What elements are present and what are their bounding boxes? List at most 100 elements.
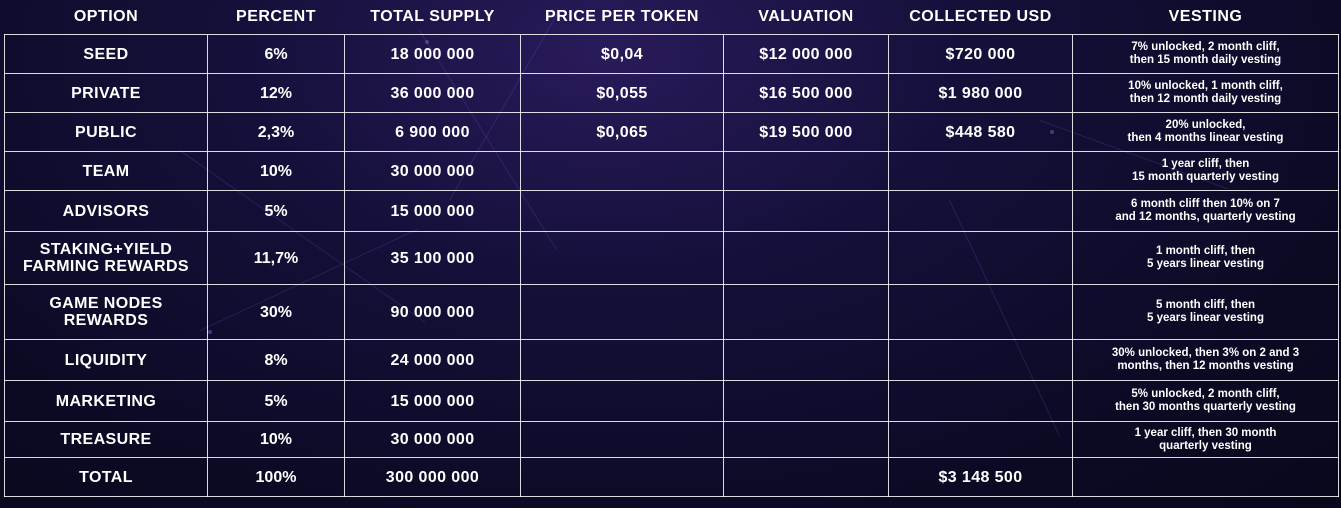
vesting-line: 6 month cliff then 10% on 7	[1131, 198, 1280, 210]
tokenomics-table: OPTION PERCENT TOTAL SUPPLY PRICE PER TO…	[4, 0, 1339, 497]
collected-usd-cell	[888, 231, 1073, 285]
option-cell: STAKING+YIELD FARMING REWARDS	[4, 231, 208, 285]
vesting-cell: 1 month cliff, then 5 years linear vestin…	[1072, 231, 1339, 285]
valuation-cell	[723, 284, 889, 340]
vesting-line: 15 month quarterly vesting	[1132, 171, 1279, 183]
table-row: ADVISORS 5% 15 000 000 6 month cliff the…	[4, 190, 1339, 232]
valuation-cell	[723, 190, 889, 232]
valuation-cell	[723, 421, 889, 458]
total-supply-cell: 35 100 000	[344, 231, 521, 285]
valuation-cell	[723, 380, 889, 422]
vesting-line: then 4 months linear vesting	[1127, 132, 1284, 144]
total-supply-cell: 6 900 000	[344, 112, 521, 152]
percent-cell: 2,3%	[207, 112, 345, 152]
option-line: GAME NODES	[49, 295, 163, 312]
option-cell: TEAM	[4, 151, 208, 191]
total-supply-cell: 15 000 000	[344, 190, 521, 232]
table-header-row: OPTION PERCENT TOTAL SUPPLY PRICE PER TO…	[5, 0, 1339, 35]
vesting-line: 5 years linear vesting	[1147, 258, 1264, 270]
total-supply-cell: 24 000 000	[344, 339, 521, 381]
collected-usd-cell	[888, 151, 1073, 191]
vesting-cell: 5% unlocked, 2 month cliff, then 30 month…	[1072, 380, 1339, 422]
vesting-line: 1 year cliff, then	[1161, 158, 1250, 170]
collected-usd-cell	[888, 380, 1073, 422]
option-cell: TOTAL	[4, 457, 208, 497]
total-supply-cell: 36 000 000	[344, 73, 521, 113]
total-supply-cell: 30 000 000	[344, 421, 521, 458]
collected-usd-cell: $448 580	[888, 112, 1073, 152]
option-cell: LIQUIDITY	[4, 339, 208, 381]
valuation-cell: $19 500 000	[723, 112, 889, 152]
option-cell: ADVISORS	[4, 190, 208, 232]
total-supply-cell: 15 000 000	[344, 380, 521, 422]
option-cell: MARKETING	[4, 380, 208, 422]
vesting-cell: 6 month cliff then 10% on 7 and 12 months…	[1072, 190, 1339, 232]
vesting-cell: 10% unlocked, 1 month cliff, then 12 mont…	[1072, 73, 1339, 113]
percent-cell: 30%	[207, 284, 345, 340]
vesting-line: and 12 months, quarterly vesting	[1115, 211, 1296, 223]
percent-cell: 12%	[207, 73, 345, 113]
vesting-line: then 12 month daily vesting	[1129, 93, 1282, 105]
vesting-cell: 30% unlocked, then 3% on 2 and 3 months, …	[1072, 339, 1339, 381]
percent-cell: 10%	[207, 151, 345, 191]
price-per-token-cell	[520, 339, 724, 381]
vesting-line: then 15 month daily vesting	[1129, 54, 1282, 66]
total-supply-cell: 18 000 000	[344, 34, 521, 74]
price-per-token-cell	[520, 190, 724, 232]
price-per-token-cell	[520, 421, 724, 458]
collected-usd-cell	[888, 284, 1073, 340]
option-cell: SEED	[4, 34, 208, 74]
vesting-line: 1 month cliff, then	[1155, 245, 1256, 257]
vesting-line: then 30 months quarterly vesting	[1115, 401, 1296, 413]
column-header-total-supply: TOTAL SUPPLY	[370, 8, 495, 25]
total-supply-cell: 90 000 000	[344, 284, 521, 340]
option-line: REWARDS	[63, 312, 149, 329]
percent-cell: 11,7%	[207, 231, 345, 285]
price-per-token-cell	[520, 151, 724, 191]
price-per-token-cell	[520, 284, 724, 340]
table-row: LIQUIDITY 8% 24 000 000 30% unlocked, th…	[4, 339, 1339, 381]
table-row: STAKING+YIELD FARMING REWARDS 11,7% 35 10…	[4, 231, 1339, 285]
option-line: FARMING REWARDS	[23, 258, 189, 275]
vesting-line: 7% unlocked, 2 month cliff,	[1131, 41, 1280, 53]
vesting-line: 5 years linear vesting	[1147, 312, 1264, 324]
valuation-cell	[723, 151, 889, 191]
vesting-line: months, then 12 months vesting	[1117, 360, 1294, 372]
price-per-token-cell	[520, 380, 724, 422]
vesting-line: 5 month cliff, then	[1155, 299, 1256, 311]
column-header-price-per-token: PRICE PER TOKEN	[545, 8, 699, 25]
table-row: GAME NODES REWARDS 30% 90 000 000 5 month…	[4, 284, 1339, 340]
percent-cell: 10%	[207, 421, 345, 458]
vesting-cell: 20% unlocked, then 4 months linear vestin…	[1072, 112, 1339, 152]
total-row: TOTAL 100% 300 000 000 $3 148 500	[4, 457, 1339, 497]
price-per-token-cell: $0,04	[520, 34, 724, 74]
percent-cell: 5%	[207, 190, 345, 232]
vesting-line: 30% unlocked, then 3% on 2 and 3	[1111, 347, 1300, 359]
option-cell: PRIVATE	[4, 73, 208, 113]
column-header-collected-usd: COLLECTED USD	[909, 8, 1052, 25]
option-cell: PUBLIC	[4, 112, 208, 152]
option-cell: GAME NODES REWARDS	[4, 284, 208, 340]
vesting-cell	[1072, 457, 1339, 497]
price-per-token-cell	[520, 457, 724, 497]
valuation-cell	[723, 339, 889, 381]
vesting-line: 1 year cliff, then 30 month	[1134, 426, 1277, 439]
vesting-line: quarterly vesting	[1159, 439, 1252, 452]
collected-usd-cell: $1 980 000	[888, 73, 1073, 113]
collected-usd-cell	[888, 421, 1073, 458]
column-header-valuation: VALUATION	[758, 8, 854, 25]
table-row: TREASURE 10% 30 000 000 1 year cliff, th…	[4, 421, 1339, 458]
collected-usd-cell: $720 000	[888, 34, 1073, 74]
collected-usd-cell	[888, 190, 1073, 232]
total-supply-cell: 300 000 000	[344, 457, 521, 497]
price-per-token-cell: $0,065	[520, 112, 724, 152]
price-per-token-cell	[520, 231, 724, 285]
collected-usd-cell	[888, 339, 1073, 381]
vesting-line: 20% unlocked,	[1165, 119, 1246, 131]
table-row: MARKETING 5% 15 000 000 5% unlocked, 2 m…	[4, 380, 1339, 422]
option-line: STAKING+YIELD	[39, 241, 173, 258]
column-header-option: OPTION	[73, 8, 139, 25]
collected-usd-cell: $3 148 500	[888, 457, 1073, 497]
valuation-cell: $12 000 000	[723, 34, 889, 74]
vesting-cell: 1 year cliff, then 30 month quarterly ves…	[1072, 421, 1339, 458]
